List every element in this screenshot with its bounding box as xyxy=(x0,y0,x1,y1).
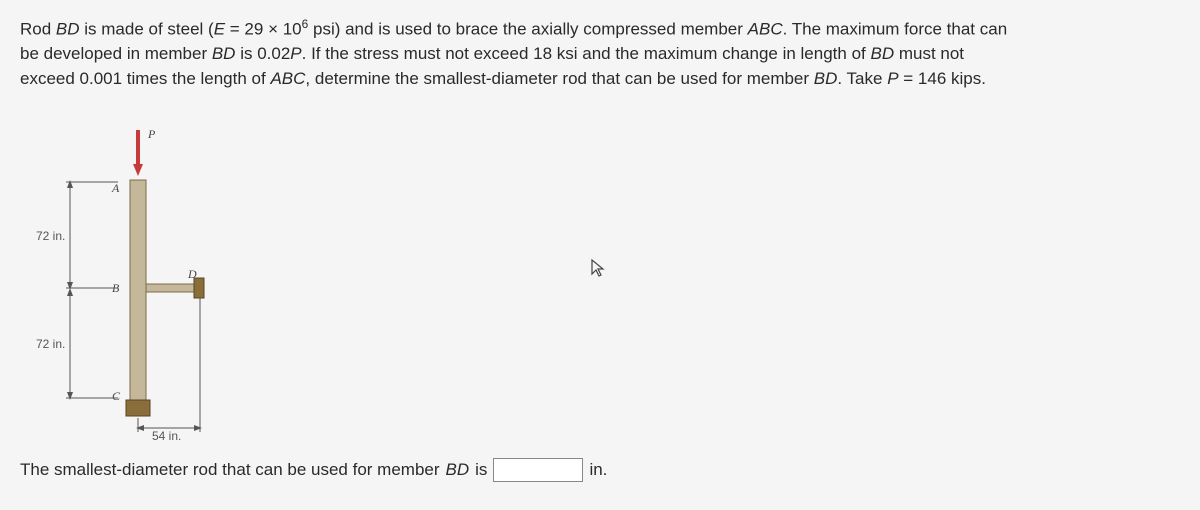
var-p: P xyxy=(290,44,301,63)
dim-horiz: 54 in. xyxy=(152,429,181,440)
text: psi) and is used to brace the axially co… xyxy=(308,20,747,39)
text: must not xyxy=(894,44,964,63)
text: be developed in member xyxy=(20,44,212,63)
text: , determine the smallest-diameter rod th… xyxy=(305,69,813,88)
label-p: P xyxy=(147,127,156,141)
text: is made of steel ( xyxy=(80,20,214,39)
var-e: E xyxy=(214,20,225,39)
text: . If the stress must not exceed 18 ksi a… xyxy=(302,44,871,63)
answer-prompt-post: is xyxy=(475,460,487,480)
var-bd: BD xyxy=(446,460,470,480)
var-bd: BD xyxy=(212,44,236,63)
var-bd: BD xyxy=(814,69,838,88)
dim-upper: 72 in. xyxy=(36,229,65,243)
text: . Take xyxy=(837,69,887,88)
dim-lower: 72 in. xyxy=(36,337,65,351)
answer-prompt-pre: The smallest-diameter rod that can be us… xyxy=(20,460,440,480)
var-abc: ABC xyxy=(270,69,305,88)
cursor-icon xyxy=(590,258,606,278)
problem-statement: Rod BD is made of steel (E = 29 × 106 ps… xyxy=(20,16,1180,92)
label-c: C xyxy=(112,389,121,403)
var-p: P xyxy=(887,69,898,88)
var-bd: BD xyxy=(56,20,80,39)
text: is 0.02 xyxy=(235,44,290,63)
figure-diagram: P A B C D 72 in. 72 in. 54 in. xyxy=(30,120,230,440)
answer-input[interactable] xyxy=(493,458,583,482)
var-bd: BD xyxy=(870,44,894,63)
text: exceed 0.001 times the length of xyxy=(20,69,270,88)
label-a: A xyxy=(111,181,120,195)
answer-unit: in. xyxy=(589,460,607,480)
text: Rod xyxy=(20,20,56,39)
var-abc: ABC xyxy=(748,20,783,39)
text: = 146 kips. xyxy=(899,69,986,88)
text: . The maximum force that can xyxy=(783,20,1008,39)
answer-row: The smallest-diameter rod that can be us… xyxy=(20,458,1180,482)
label-d: D xyxy=(187,267,197,281)
text: = 29 × 10 xyxy=(225,20,302,39)
